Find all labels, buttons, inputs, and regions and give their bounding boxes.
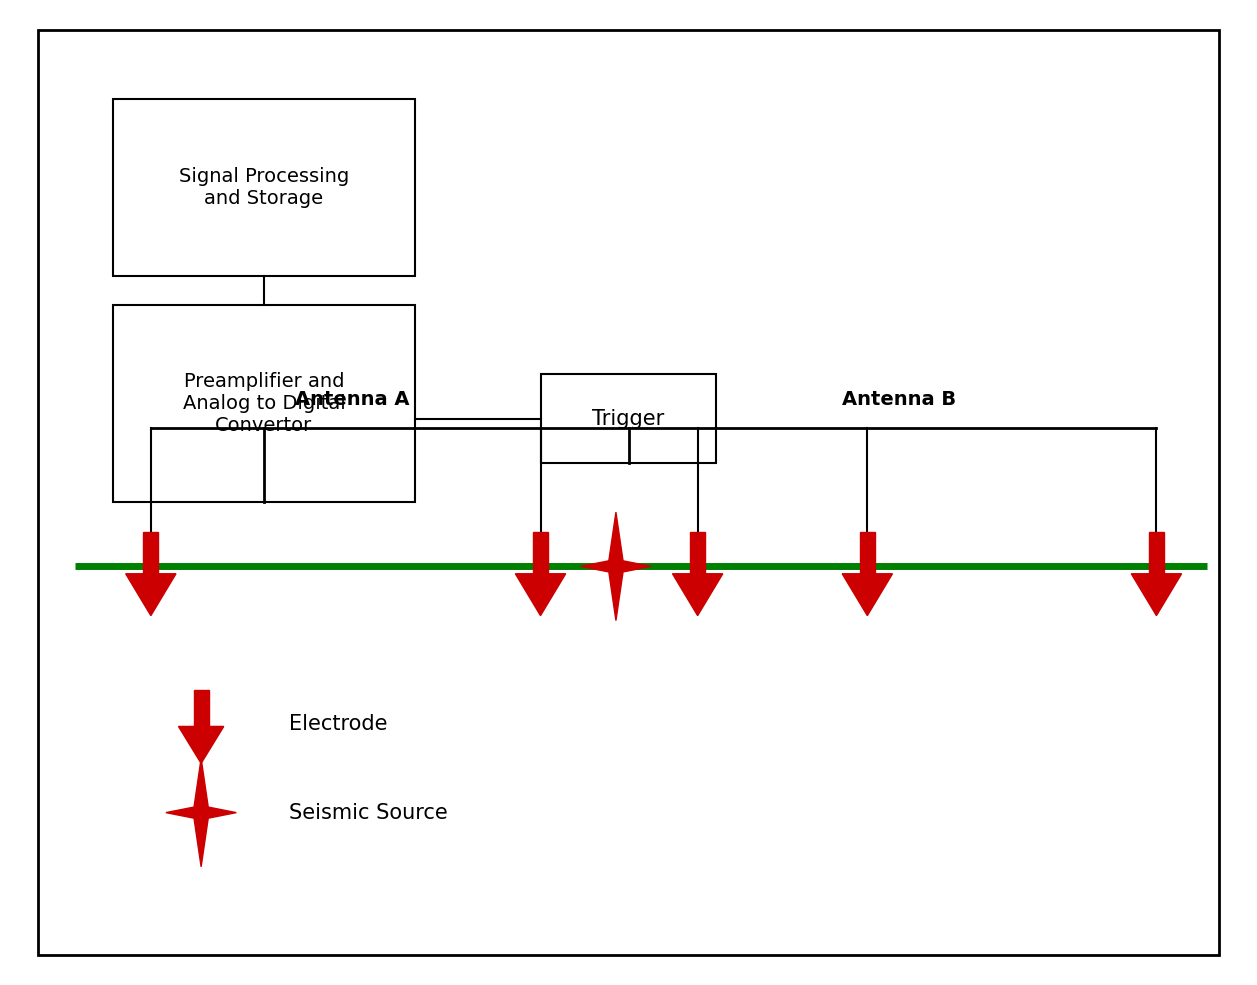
Polygon shape [690,532,705,573]
Polygon shape [178,726,224,763]
Text: Electrode: Electrode [289,714,387,734]
Polygon shape [1131,573,1182,616]
Polygon shape [194,690,209,726]
Text: Preamplifier and
Analog to Digital
Convertor: Preamplifier and Analog to Digital Conve… [182,372,346,435]
Polygon shape [672,573,723,616]
Text: Antenna A: Antenna A [294,390,410,409]
Polygon shape [166,758,236,867]
Text: Trigger: Trigger [592,409,665,428]
Polygon shape [860,532,875,573]
Polygon shape [533,532,548,573]
Polygon shape [581,512,651,621]
Polygon shape [1149,532,1164,573]
Polygon shape [143,532,158,573]
Text: Seismic Source: Seismic Source [289,803,447,822]
Bar [541,374,716,463]
Bar [113,305,415,502]
Polygon shape [515,573,566,616]
Polygon shape [842,573,892,616]
Text: Signal Processing
and Storage: Signal Processing and Storage [178,166,349,208]
Polygon shape [126,573,176,616]
Text: Antenna B: Antenna B [842,390,955,409]
Bar [113,98,415,276]
